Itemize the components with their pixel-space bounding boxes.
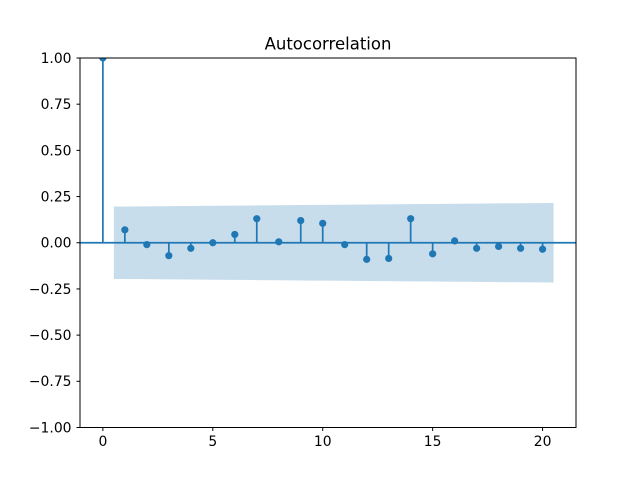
data-point-marker	[473, 244, 481, 252]
data-point-marker	[297, 216, 305, 225]
data-point-marker	[231, 230, 239, 239]
data-point-marker	[319, 219, 327, 227]
plot-root: 1.00 0.75 0.50 0.25 0.00 −0.25 −0.50 −0.75 −1.00…	[29, 51, 577, 450]
data-point-marker	[143, 240, 151, 249]
data-point-marker	[341, 240, 349, 249]
y-tick-label: 1.00	[41, 51, 72, 67]
data-point-marker	[495, 242, 503, 251]
data-point-marker	[209, 239, 217, 247]
data-point-marker	[407, 215, 415, 223]
x-tick-label: 20	[534, 434, 552, 450]
x-tick-label: 5	[208, 434, 217, 450]
data-point-marker	[275, 238, 283, 246]
data-point-marker	[385, 254, 393, 263]
y-tick-label: −0.75	[29, 374, 72, 390]
y-tick-label: 0.00	[41, 236, 72, 252]
plot-area	[80, 58, 576, 283]
data-point-marker	[99, 58, 107, 62]
data-point-marker	[363, 255, 371, 263]
data-point-marker	[516, 244, 525, 252]
data-point-marker	[429, 250, 437, 258]
data-point-marker	[187, 244, 195, 252]
y-tick-label: −0.25	[29, 282, 72, 298]
data-point-marker	[538, 245, 547, 253]
data-point-marker	[253, 215, 261, 223]
y-tick-label: −1.00	[29, 420, 72, 436]
x-tick-label: 0	[98, 434, 107, 450]
chart-title: Autocorrelation	[265, 35, 392, 54]
y-tick-label: 0.25	[41, 189, 72, 205]
y-tick-label: 0.50	[41, 143, 72, 159]
y-tick-label: 0.75	[41, 97, 72, 113]
x-tick-label: 15	[424, 434, 442, 450]
data-point-marker	[121, 226, 129, 234]
x-tick-label: 10	[314, 434, 332, 450]
data-point-marker	[165, 252, 173, 260]
data-point-marker	[451, 237, 459, 245]
y-tick-label: −0.50	[29, 328, 72, 344]
